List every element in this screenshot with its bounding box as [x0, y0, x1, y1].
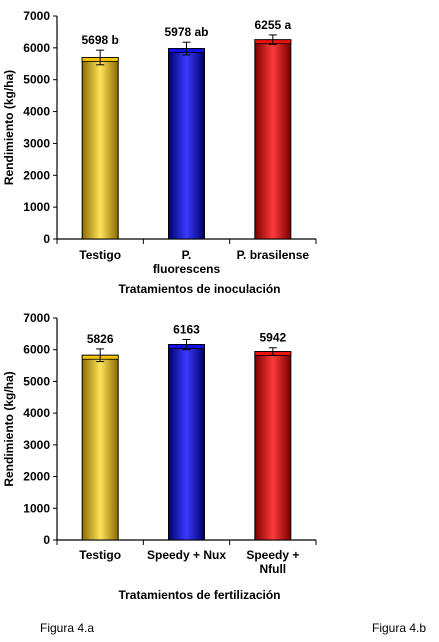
- bar: [81, 354, 119, 541]
- y-tick-label: 5000: [23, 73, 50, 87]
- category-label-line: P.: [182, 248, 192, 262]
- y-tick-label: 0: [43, 232, 50, 246]
- category-label-line: Nfull: [259, 562, 286, 576]
- bar: [81, 56, 119, 240]
- category-label: Speedy + Nux: [147, 548, 226, 562]
- bar: [168, 344, 205, 541]
- y-axis-title: Rendimiento (kg/ha): [2, 371, 16, 486]
- x-axis-title: Tratamientos de inoculación: [118, 282, 280, 296]
- data-label: 5698 b: [81, 33, 118, 47]
- category-label-line: Speedy +: [246, 548, 299, 562]
- bar: [254, 351, 292, 541]
- y-tick-label: 0: [43, 533, 50, 547]
- category-label-line: Testigo: [79, 548, 121, 562]
- y-tick-label: 1000: [23, 501, 50, 515]
- category-label: P. fluorescens: [153, 248, 221, 276]
- bar: [168, 48, 205, 240]
- data-label: 5826: [87, 332, 114, 346]
- y-tick-label: 4000: [23, 406, 50, 420]
- caption-figure-4b: Figura 4.b: [372, 621, 427, 635]
- data-label: 6163: [173, 322, 200, 336]
- caption-figure-4a: Figura 4.a: [40, 621, 95, 635]
- y-tick-label: 1000: [23, 200, 50, 214]
- y-tick-label: 2000: [23, 470, 50, 484]
- category-label: Testigo: [79, 248, 121, 262]
- data-label: 5942: [259, 331, 286, 345]
- y-tick-label: 6000: [23, 343, 50, 357]
- data-label: 6255 a: [254, 18, 291, 32]
- y-tick-label: 5000: [23, 374, 50, 388]
- y-tick-label: 6000: [23, 41, 50, 55]
- data-label: 5978 ab: [164, 25, 208, 39]
- category-label-line: P. brasilense: [237, 248, 310, 262]
- y-axis-title: Rendimiento (kg/ha): [2, 70, 16, 185]
- chart-inoculation: 0 1000 2000 3000 4000 5000 6000 7000 5698 b Testi…: [2, 9, 317, 296]
- category-label-line: Testigo: [79, 248, 121, 262]
- category-label: Speedy + Nfull: [246, 548, 299, 576]
- y-tick-label: 3000: [23, 136, 50, 150]
- category-label-line: Speedy + Nux: [147, 548, 226, 562]
- category-label: Testigo: [79, 548, 121, 562]
- category-label: P. brasilense: [237, 248, 310, 262]
- y-tick-label: 3000: [23, 438, 50, 452]
- bar: [254, 39, 292, 240]
- chart-fertilization: 0 1000 2000 3000 4000 5000 6000 7000 5826 Testigo…: [2, 311, 317, 602]
- y-tick-label: 7000: [23, 311, 50, 325]
- y-tick-label: 2000: [23, 168, 50, 182]
- y-tick-label: 4000: [23, 105, 50, 119]
- category-label-line: fluorescens: [153, 262, 221, 276]
- y-tick-label: 7000: [23, 9, 50, 23]
- x-axis-title: Tratamientos de fertilización: [118, 588, 280, 602]
